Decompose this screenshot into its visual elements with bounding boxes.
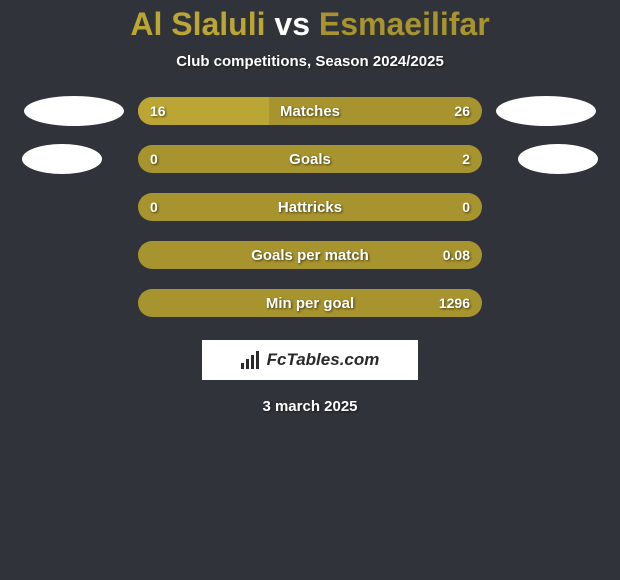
player2-bubble xyxy=(496,96,596,126)
logo: FcTables.com xyxy=(241,350,380,370)
stat-bar: Min per goal1296 xyxy=(138,289,482,317)
stat-row: 0Hattricks0 xyxy=(0,192,620,222)
stat-bar: 0Hattricks0 xyxy=(138,193,482,221)
date-text: 3 march 2025 xyxy=(0,398,620,415)
logo-box[interactable]: FcTables.com xyxy=(202,340,418,380)
player1-bubble xyxy=(22,144,102,174)
stat-bar: 0Goals2 xyxy=(138,145,482,173)
stat-value-right: 0 xyxy=(450,193,482,221)
logo-text: FcTables.com xyxy=(267,350,380,370)
stat-value-right: 2 xyxy=(450,145,482,173)
player2-name: Esmaeilifar xyxy=(319,6,490,42)
player2-bubble xyxy=(518,144,598,174)
player1-bubble xyxy=(24,96,124,126)
stat-bar: 16Matches26 xyxy=(138,97,482,125)
subtitle: Club competitions, Season 2024/2025 xyxy=(0,53,620,70)
title: Al Slaluli vs Esmaeilifar xyxy=(0,6,620,43)
stat-label: Matches xyxy=(138,97,482,125)
stat-row: Goals per match0.08 xyxy=(0,240,620,270)
stat-bar: Goals per match0.08 xyxy=(138,241,482,269)
stat-row: 0Goals2 xyxy=(0,144,620,174)
comparison-card: Al Slaluli vs Esmaeilifar Club competiti… xyxy=(0,0,620,415)
vs-text: vs xyxy=(274,6,310,42)
stat-label: Goals xyxy=(138,145,482,173)
stat-label: Hattricks xyxy=(138,193,482,221)
player1-name: Al Slaluli xyxy=(130,6,265,42)
stat-value-right: 0.08 xyxy=(431,241,482,269)
bar-chart-icon xyxy=(241,351,263,369)
stats-list: 16Matches260Goals20Hattricks0Goals per m… xyxy=(0,96,620,318)
stat-row: 16Matches26 xyxy=(0,96,620,126)
stat-value-right: 26 xyxy=(442,97,482,125)
stat-value-right: 1296 xyxy=(427,289,482,317)
stat-row: Min per goal1296 xyxy=(0,288,620,318)
